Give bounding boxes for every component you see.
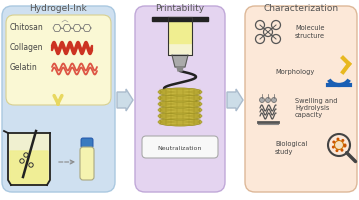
Polygon shape: [10, 151, 48, 185]
FancyArrow shape: [117, 89, 133, 111]
Text: Gelatin: Gelatin: [10, 64, 38, 72]
Circle shape: [336, 138, 340, 141]
Text: Neutralization: Neutralization: [158, 146, 202, 150]
FancyBboxPatch shape: [245, 6, 357, 192]
Circle shape: [340, 149, 344, 152]
Ellipse shape: [158, 106, 202, 114]
Ellipse shape: [158, 100, 202, 108]
Text: Molecule
structure: Molecule structure: [295, 25, 325, 39]
FancyBboxPatch shape: [6, 15, 111, 105]
Circle shape: [332, 146, 335, 149]
Polygon shape: [177, 67, 183, 71]
FancyBboxPatch shape: [2, 6, 115, 192]
Circle shape: [344, 145, 346, 148]
Polygon shape: [169, 18, 191, 43]
Polygon shape: [8, 133, 50, 185]
Circle shape: [335, 140, 344, 150]
Text: Characterization: Characterization: [264, 4, 339, 13]
Text: Biological
study: Biological study: [275, 141, 307, 155]
Circle shape: [344, 144, 346, 146]
Circle shape: [260, 98, 265, 102]
Polygon shape: [172, 55, 188, 67]
FancyBboxPatch shape: [142, 136, 218, 158]
Circle shape: [332, 140, 335, 144]
Polygon shape: [168, 17, 192, 55]
FancyBboxPatch shape: [81, 138, 93, 148]
Circle shape: [271, 98, 276, 102]
Polygon shape: [152, 17, 208, 21]
Ellipse shape: [158, 118, 202, 126]
Ellipse shape: [158, 94, 202, 102]
Ellipse shape: [158, 88, 202, 96]
Ellipse shape: [158, 112, 202, 120]
FancyBboxPatch shape: [135, 6, 225, 192]
Text: Morphology: Morphology: [275, 69, 314, 75]
Text: Printability: Printability: [155, 4, 205, 13]
Text: Swelling and
Hydrolysis
capacity: Swelling and Hydrolysis capacity: [295, 98, 337, 118]
Circle shape: [335, 149, 339, 152]
Text: Chitosan: Chitosan: [10, 23, 44, 32]
FancyArrow shape: [227, 89, 243, 111]
Text: Collagen: Collagen: [10, 44, 43, 52]
FancyBboxPatch shape: [80, 147, 94, 180]
Circle shape: [341, 139, 344, 142]
Circle shape: [266, 98, 270, 102]
Text: Hydrogel-Ink: Hydrogel-Ink: [30, 4, 87, 13]
